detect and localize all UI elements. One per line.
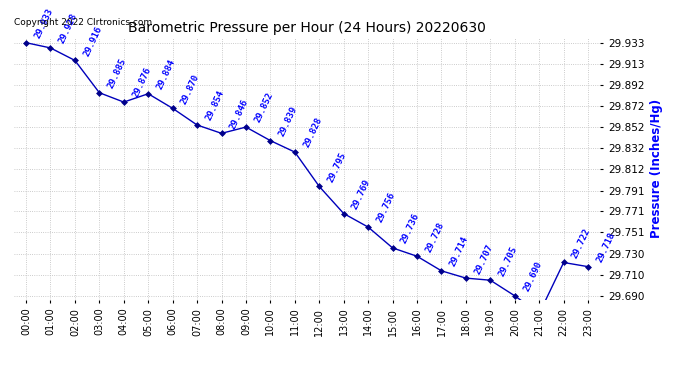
Text: 29.884: 29.884 [155,58,177,91]
Text: Copyright 2022 Clrtronics.com: Copyright 2022 Clrtronics.com [14,18,152,27]
Text: 29.736: 29.736 [400,212,422,245]
Text: 29.876: 29.876 [130,66,152,99]
Text: 29.722: 29.722 [571,227,593,260]
Y-axis label: Pressure (Inches/Hg): Pressure (Inches/Hg) [650,99,663,238]
Text: 29.714: 29.714 [448,235,470,268]
Text: 29.828: 29.828 [302,116,324,149]
Text: 29.707: 29.707 [473,242,495,275]
Text: 29.885: 29.885 [106,57,128,90]
Text: 29.795: 29.795 [326,151,348,184]
Text: 29.769: 29.769 [351,178,373,211]
Text: 29.870: 29.870 [179,72,201,105]
Text: 29.728: 29.728 [424,220,446,254]
Text: 29.846: 29.846 [228,98,250,130]
Text: 29.718: 29.718 [595,231,617,264]
Text: 29.839: 29.839 [277,105,299,138]
Text: 29.854: 29.854 [204,89,226,122]
Text: 29.916: 29.916 [82,25,104,58]
Text: 29.690: 29.690 [522,260,544,293]
Text: 29.933: 29.933 [33,7,55,40]
Text: 29.852: 29.852 [253,91,275,124]
Text: 29.673: 29.673 [0,374,1,375]
Text: 29.705: 29.705 [497,244,519,278]
Title: Barometric Pressure per Hour (24 Hours) 20220630: Barometric Pressure per Hour (24 Hours) … [128,21,486,35]
Text: 29.928: 29.928 [57,12,79,45]
Text: 29.756: 29.756 [375,191,397,224]
